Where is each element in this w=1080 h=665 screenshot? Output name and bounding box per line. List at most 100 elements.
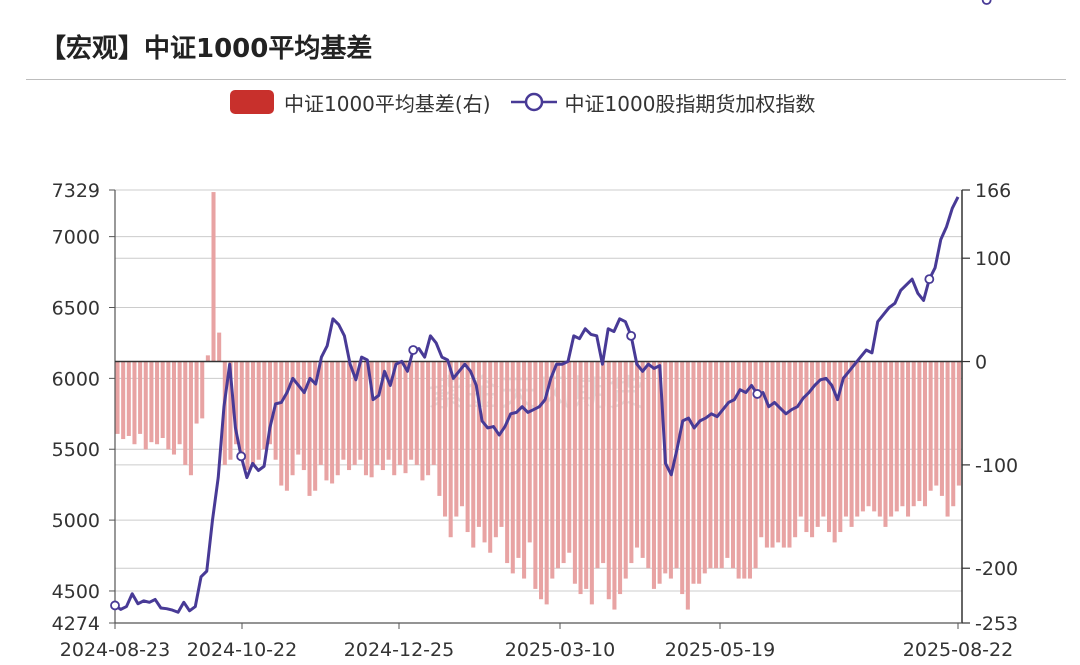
index-marker-142 (924, 274, 935, 285)
basis-bar-17 (211, 192, 216, 362)
basis-bar-30 (284, 361, 289, 491)
basis-bar-34 (307, 361, 312, 496)
basis-bar-139 (900, 361, 905, 507)
basis-bar-12 (183, 361, 188, 465)
index-marker-112 (752, 389, 763, 399)
basis-bar-27 (267, 361, 273, 445)
basis-bar-22 (239, 361, 244, 455)
left-tick-label-1: 7000 (52, 227, 100, 249)
basis-bar-46 (375, 361, 380, 465)
right-tick-label-0: 166 (975, 180, 1011, 202)
basis-bar-127 (832, 361, 837, 543)
basis-bar-3 (132, 361, 137, 445)
basis-bar-56 (431, 361, 436, 465)
basis-bar-42 (352, 361, 357, 465)
basis-bar-54 (420, 361, 425, 481)
x-tick-label-3: 2025-03-10 (505, 639, 615, 661)
basis-bar-10 (171, 361, 177, 455)
basis-bar-49 (392, 361, 397, 476)
basis-bar-136 (883, 361, 888, 527)
basis-bar-148 (951, 361, 956, 507)
basis-bar-99 (674, 361, 679, 569)
basis-bar-31 (290, 361, 295, 476)
left-tick-label-6: 4500 (52, 581, 100, 603)
legend-bar-swatch (230, 90, 274, 114)
basis-bar-55 (426, 361, 431, 476)
basis-bar-96 (657, 361, 662, 584)
left-tick-label-7: 4274 (52, 613, 100, 635)
index-marker-90 (626, 330, 637, 341)
index-line (114, 196, 960, 614)
basis-bar-141 (911, 361, 916, 507)
basis-bar-21 (234, 361, 239, 445)
basis-bar-43 (358, 361, 363, 460)
title-divider (26, 79, 1066, 80)
right-tick-label-4: -200 (975, 558, 1018, 580)
basis-bar-102 (691, 361, 696, 584)
index-marker-52 (408, 345, 419, 355)
legend-line-swatch (510, 92, 557, 112)
basis-bar-118 (781, 361, 786, 548)
basis-bar-92 (634, 361, 640, 548)
basis-bar-60 (454, 361, 459, 517)
basis-bar-105 (708, 361, 713, 569)
basis-bar-86 (601, 361, 606, 564)
basis-bar-90 (623, 361, 628, 579)
basis-bar-111 (742, 361, 747, 579)
basis-bar-115 (764, 361, 769, 548)
basis-bar-144 (928, 361, 933, 491)
legend-item-index[interactable]: 中证1000股指期货加权指数 (510, 88, 816, 117)
basis-bar-138 (894, 361, 899, 512)
basis-bar-23 (245, 361, 250, 471)
basis-bar-93 (640, 361, 645, 558)
basis-bar-5 (143, 361, 148, 450)
basis-bar-44 (363, 361, 368, 476)
basis-bar-124 (815, 361, 820, 527)
basis-bar-66 (488, 361, 493, 553)
basis-bar-11 (177, 361, 182, 445)
basis-bar-147 (945, 361, 950, 517)
index-marker-152 (981, 0, 992, 5)
basis-bar-38 (330, 361, 335, 484)
basis-bar-89 (618, 361, 623, 595)
basis-bar-53 (414, 361, 419, 465)
basis-bar-149 (956, 361, 961, 486)
legend-label-basis: 中证1000平均基差(右) (284, 91, 491, 116)
basis-bar-67 (493, 361, 498, 538)
basis-bar-18 (217, 332, 222, 362)
basis-bar-83 (584, 361, 589, 589)
basis-bar-71 (516, 361, 521, 558)
basis-bar-78 (555, 361, 560, 569)
basis-bar-65 (482, 361, 487, 543)
page-title: 【宏观】中证1000平均基差 (40, 34, 373, 64)
left-tick-label-5: 5000 (52, 510, 100, 532)
basis-bar-26 (262, 361, 267, 450)
basis-bar-72 (522, 361, 527, 579)
basis-bar-95 (651, 361, 656, 589)
chart-legend: 中证1000平均基差(右) 中证1000股指期货加权指数 (230, 88, 835, 116)
basis-bar-48 (386, 361, 391, 460)
x-tick-label-0: 2024-08-23 (60, 639, 170, 661)
basis-bar-39 (335, 361, 340, 476)
legend-label-index: 中证1000股指期货加权指数 (564, 91, 816, 116)
basis-bar-2 (126, 361, 131, 436)
basis-bar-4 (138, 361, 143, 434)
x-tick-label-5: 2025-08-22 (903, 639, 1013, 661)
legend-item-basis[interactable]: 中证1000平均基差(右) (230, 88, 491, 117)
basis-bar-62 (465, 361, 470, 533)
basis-bar-100 (680, 361, 685, 595)
index-marker-0 (110, 600, 120, 611)
basis-bar-88 (612, 361, 617, 610)
basis-bar-87 (606, 361, 611, 600)
basis-bar-9 (166, 361, 171, 450)
basis-bar-6 (149, 361, 154, 443)
basis-bar-45 (369, 361, 374, 478)
basis-bar-94 (646, 361, 651, 569)
axes (109, 189, 970, 629)
tick-labels: 7329 7000 6500 6000 5500 5000 4500 4274 166 100 0 -… (52, 180, 1018, 661)
basis-bar-106 (714, 361, 719, 569)
basis-bar-125 (821, 361, 826, 517)
basis-bar-64 (476, 361, 481, 527)
right-tick-label-3: -100 (975, 455, 1018, 477)
